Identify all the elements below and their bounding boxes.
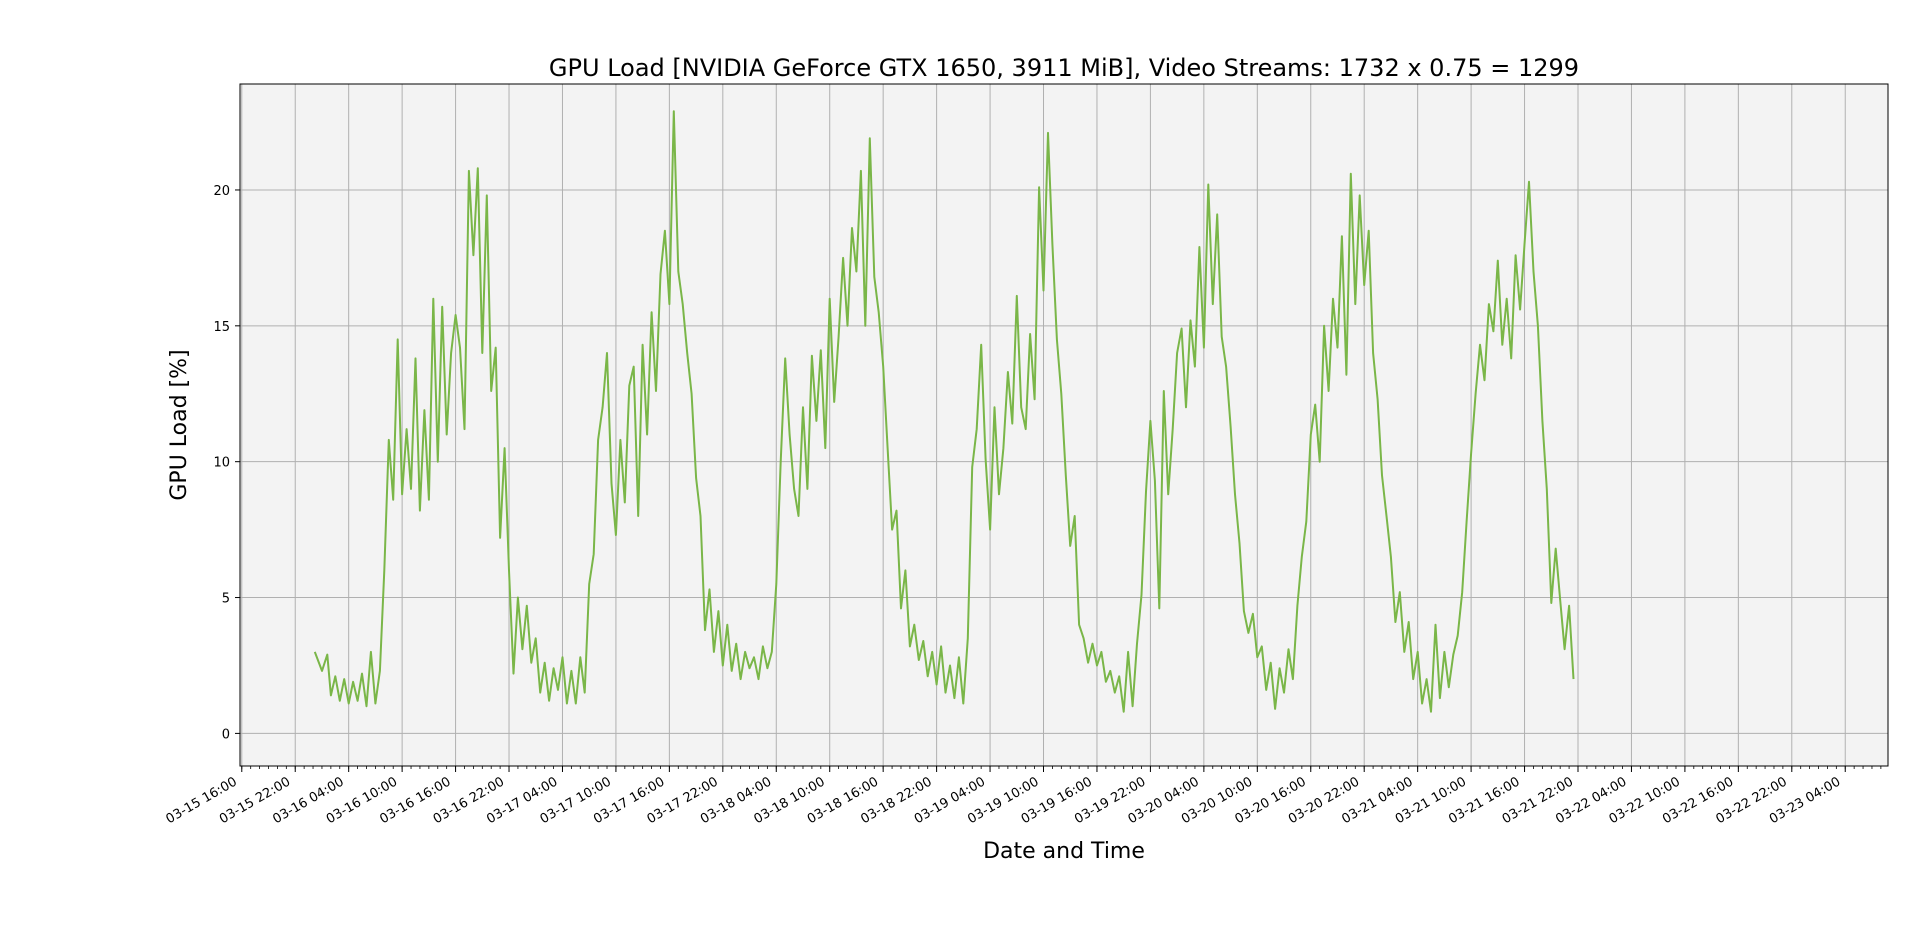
y-axis-title: GPU Load [%] (167, 349, 192, 500)
y-tick-label: 10 (213, 456, 230, 471)
y-tick-label: 15 (213, 320, 230, 335)
grid (240, 84, 1888, 766)
series-layer (313, 110, 1575, 713)
y-tick-label: 5 (222, 592, 230, 607)
chart-title: GPU Load [NVIDIA GeForce GTX 1650, 3911 … (549, 54, 1579, 82)
x-axis-title: Date and Time (983, 839, 1145, 864)
plot-frame (239, 83, 1889, 767)
series-line-1 (313, 110, 1575, 713)
y-tick-label: 0 (222, 727, 230, 742)
y-tick-label: 20 (213, 184, 230, 199)
y-axis: 0 5 10 15 20 (213, 184, 240, 742)
